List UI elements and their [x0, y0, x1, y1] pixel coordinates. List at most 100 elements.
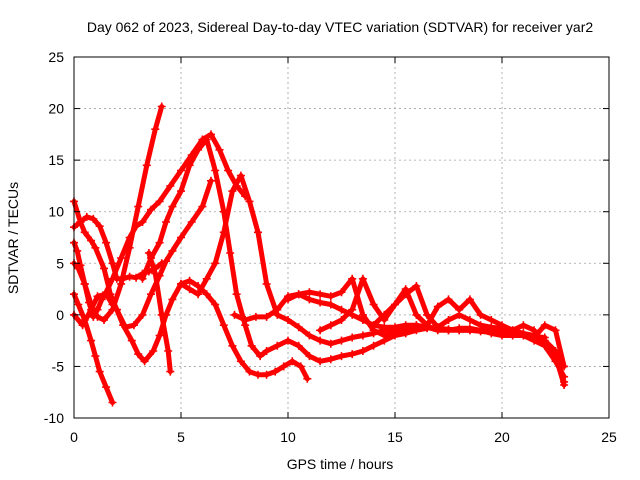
data-point-marker [271, 367, 280, 376]
data-point-marker [93, 292, 102, 301]
data-point-marker [185, 161, 194, 170]
data-point-marker [215, 145, 224, 154]
data-point-marker [358, 310, 367, 319]
data-point-marker [97, 295, 106, 304]
x-tick-label: 5 [177, 429, 185, 445]
data-point-marker [305, 331, 314, 340]
data-point-marker [245, 197, 254, 206]
data-point-marker [508, 326, 517, 335]
data-point-marker [168, 246, 177, 255]
data-point-marker [100, 316, 108, 324]
data-point-marker [198, 202, 207, 211]
data-point-marker [303, 374, 312, 383]
data-point-marker [125, 233, 134, 242]
data-point-marker [106, 290, 115, 299]
data-point-marker [380, 310, 389, 319]
x-tick-label: 10 [280, 429, 296, 445]
data-point-marker [224, 166, 233, 175]
data-point-marker [487, 316, 496, 324]
data-point-marker [348, 305, 357, 314]
x-tick-label: 15 [387, 429, 403, 445]
data-point-marker [305, 288, 314, 297]
y-tick-label: 0 [56, 307, 64, 323]
data-point-marker [284, 316, 292, 324]
data-point-marker [138, 310, 147, 319]
data-point-marker [80, 316, 89, 324]
data-point-marker [498, 324, 506, 333]
data-point-marker [273, 341, 282, 350]
data-point-marker [294, 341, 303, 350]
data-point-marker [423, 310, 432, 319]
data-point-marker [412, 282, 421, 290]
data-point-marker [254, 228, 262, 237]
data-point-marker [498, 331, 506, 340]
data-point-marker [288, 357, 297, 366]
data-point-marker [433, 302, 442, 311]
data-point-marker [157, 102, 166, 111]
data-point-marker [95, 222, 104, 231]
data-point-marker [358, 274, 367, 283]
data-point-marker [162, 257, 170, 266]
data-point-marker [256, 352, 265, 361]
data-point-marker [164, 347, 173, 355]
series-track-9 [177, 276, 312, 383]
data-point-marker [144, 249, 153, 257]
series-line [71, 291, 115, 405]
data-point-marker [236, 171, 245, 180]
series-track-8 [144, 249, 175, 376]
data-point-marker [157, 310, 166, 319]
data-point-marker [211, 300, 220, 309]
data-point-marker [380, 331, 389, 340]
data-point-marker [401, 326, 410, 335]
data-point-marker [207, 130, 215, 139]
data-point-marker [273, 305, 282, 314]
data-point-marker [551, 326, 560, 335]
data-point-marker [326, 355, 335, 364]
data-point-marker [254, 370, 262, 379]
data-point-marker [155, 331, 164, 340]
data-point-marker [138, 218, 147, 226]
y-tick-label: 15 [48, 152, 64, 168]
data-point-marker [348, 350, 357, 359]
data-point-marker [530, 333, 539, 342]
data-point-marker [444, 316, 453, 324]
data-point-marker [151, 125, 160, 134]
data-point-marker [316, 290, 325, 299]
data-point-marker [226, 249, 235, 257]
data-point-marker [155, 197, 164, 206]
data-point-marker [228, 187, 237, 196]
data-point-marker [147, 290, 155, 299]
data-point-marker [412, 310, 421, 319]
data-point-marker [294, 290, 303, 299]
data-point-marker [305, 295, 314, 304]
data-point-marker [74, 300, 83, 309]
data-point-marker [316, 336, 325, 345]
data-point-marker [80, 279, 89, 288]
y-tick-label: -5 [52, 358, 65, 374]
data-point-marker [465, 324, 474, 333]
data-point-marker [93, 305, 102, 314]
data-point-marker [487, 323, 496, 332]
data-point-marker [149, 347, 158, 355]
y-axis-label: SDTVAR / TECUs [5, 182, 21, 294]
data-point-marker [194, 282, 203, 290]
data-point-marker [519, 321, 528, 330]
grid-layer [74, 57, 609, 418]
data-point-marker [262, 347, 271, 355]
data-point-marker [305, 352, 314, 361]
data-point-marker [540, 321, 549, 330]
data-point-marker [262, 279, 271, 288]
data-point-marker [80, 228, 89, 237]
series-layer [70, 102, 569, 407]
x-tick-label: 20 [494, 429, 510, 445]
data-point-marker [284, 295, 292, 304]
data-point-marker [142, 161, 151, 170]
data-point-marker [211, 259, 220, 268]
data-point-marker [177, 187, 185, 196]
data-point-marker [232, 290, 241, 299]
data-point-marker [279, 362, 288, 371]
data-point-marker [202, 290, 211, 299]
data-point-marker [337, 288, 346, 297]
data-point-marker [129, 321, 138, 330]
